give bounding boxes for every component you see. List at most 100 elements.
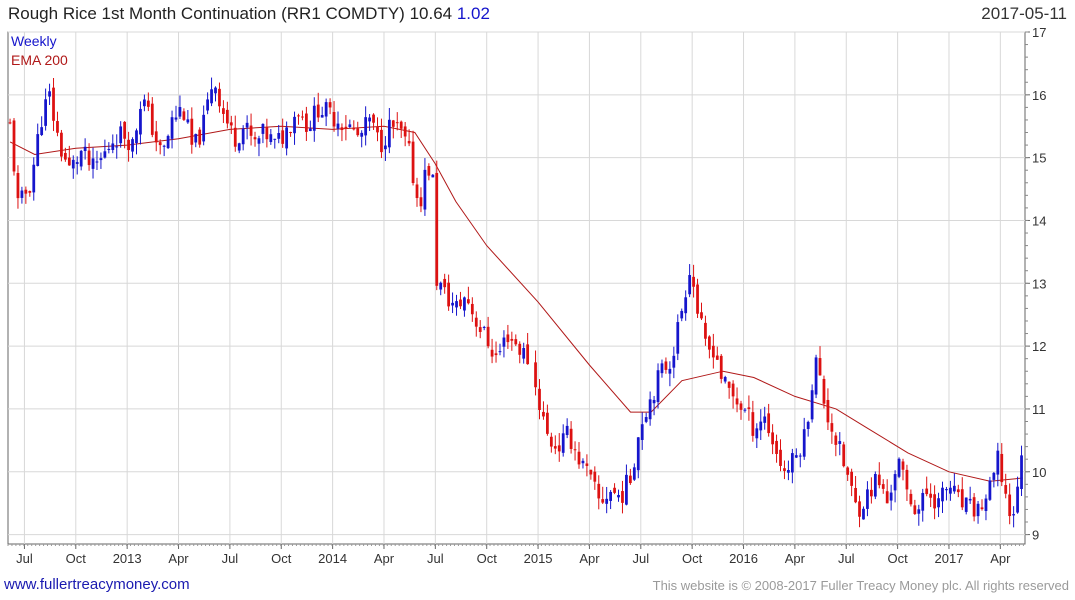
x-tick-label: Oct	[682, 551, 703, 566]
candle-body	[384, 145, 387, 150]
candle-body	[87, 150, 91, 166]
candle-body	[617, 494, 620, 498]
candle-body	[680, 310, 684, 319]
candle-body	[190, 118, 194, 145]
candle-body	[1008, 494, 1012, 517]
candle-body	[613, 487, 616, 493]
candle-body	[917, 509, 921, 514]
candle-body	[146, 100, 150, 107]
candle-body	[779, 449, 782, 466]
candle-body	[1016, 486, 1019, 513]
candle-body	[403, 126, 407, 137]
candle-body	[356, 128, 360, 136]
candle-body	[664, 361, 668, 370]
candle-body	[79, 150, 83, 167]
candle-body	[771, 432, 774, 445]
candle-body	[621, 491, 624, 503]
candle-body	[253, 137, 257, 140]
candle-body	[549, 436, 553, 447]
candle-body	[95, 161, 99, 163]
website-link[interactable]: www.fullertreacymoney.com	[4, 576, 190, 593]
candle-body	[854, 487, 857, 503]
candle-body	[214, 87, 217, 94]
candle-body	[245, 122, 249, 128]
candle-body	[498, 351, 502, 353]
x-tick-label: Oct	[66, 551, 87, 566]
candle-body	[830, 423, 834, 432]
candle-body	[297, 115, 300, 117]
y-tick-label: 9	[1032, 528, 1039, 543]
candle-body	[56, 121, 59, 133]
candle-body	[870, 489, 873, 497]
candle-body	[980, 507, 984, 510]
candle-body	[790, 453, 794, 473]
candle-body	[308, 128, 312, 132]
candle-body	[435, 172, 439, 286]
candle-body	[131, 139, 134, 152]
candle-body	[644, 417, 648, 422]
grid-layer	[8, 31, 1025, 544]
candle-body	[747, 407, 751, 410]
candle-body	[75, 162, 79, 164]
candle-body	[486, 326, 490, 347]
candle-body	[826, 399, 830, 423]
candle-body	[1000, 453, 1004, 483]
candle-body	[91, 158, 95, 169]
x-tick-label: 2017	[935, 551, 964, 566]
x-tick-label: Oct	[271, 551, 292, 566]
candle-body	[759, 421, 763, 431]
candle-body	[8, 122, 12, 124]
candle-body	[925, 488, 929, 495]
candle-body	[968, 498, 972, 501]
candle-body	[103, 151, 107, 158]
candle-body	[731, 383, 735, 397]
candle-body	[542, 411, 545, 417]
candle-body	[265, 127, 269, 140]
candle-body	[711, 345, 715, 358]
candle-body	[798, 455, 802, 457]
candle-body	[976, 503, 980, 517]
candle-body	[984, 498, 988, 511]
candle-body	[909, 493, 913, 505]
candle-body	[719, 355, 723, 379]
chart-title: Rough Rice 1st Month Continuation (RR1 C…	[8, 4, 490, 24]
x-tick-label: Apr	[374, 551, 395, 566]
frequency-label: Weekly	[11, 33, 57, 49]
candle-body	[285, 127, 289, 149]
x-tick-label: Jul	[427, 551, 444, 566]
candle-body	[960, 489, 964, 508]
candle-body	[723, 377, 727, 382]
candle-body	[692, 276, 695, 287]
candle-body	[640, 424, 644, 440]
candle-body	[222, 108, 225, 114]
candle-body	[755, 428, 759, 439]
candle-body	[490, 349, 494, 357]
candle-body	[158, 142, 162, 146]
x-tick-label: 2013	[113, 551, 142, 566]
candle-body	[431, 174, 435, 178]
x-tick-label: Apr	[168, 551, 189, 566]
candle-body	[526, 344, 530, 365]
candle-body	[194, 133, 198, 143]
plot-frame	[7, 31, 1026, 545]
candle-body	[229, 122, 233, 126]
candle-body	[1004, 485, 1008, 494]
candle-body	[775, 440, 778, 454]
candle-body	[324, 102, 328, 117]
candle-body	[945, 489, 948, 491]
candle-body	[225, 109, 229, 124]
candle-body	[1020, 455, 1023, 489]
y-tick-label: 10	[1032, 465, 1046, 480]
y-tick-label: 11	[1032, 402, 1046, 417]
candle-body	[419, 197, 423, 207]
candle-body	[40, 127, 44, 135]
candle-body	[862, 508, 865, 520]
candle-body	[237, 143, 241, 151]
candle-body	[964, 497, 968, 512]
candle-body	[273, 138, 277, 140]
candle-body	[305, 113, 308, 132]
candle-body	[67, 157, 71, 166]
candle-body	[577, 451, 581, 465]
candle-body	[178, 107, 182, 117]
candle-body	[842, 444, 846, 467]
